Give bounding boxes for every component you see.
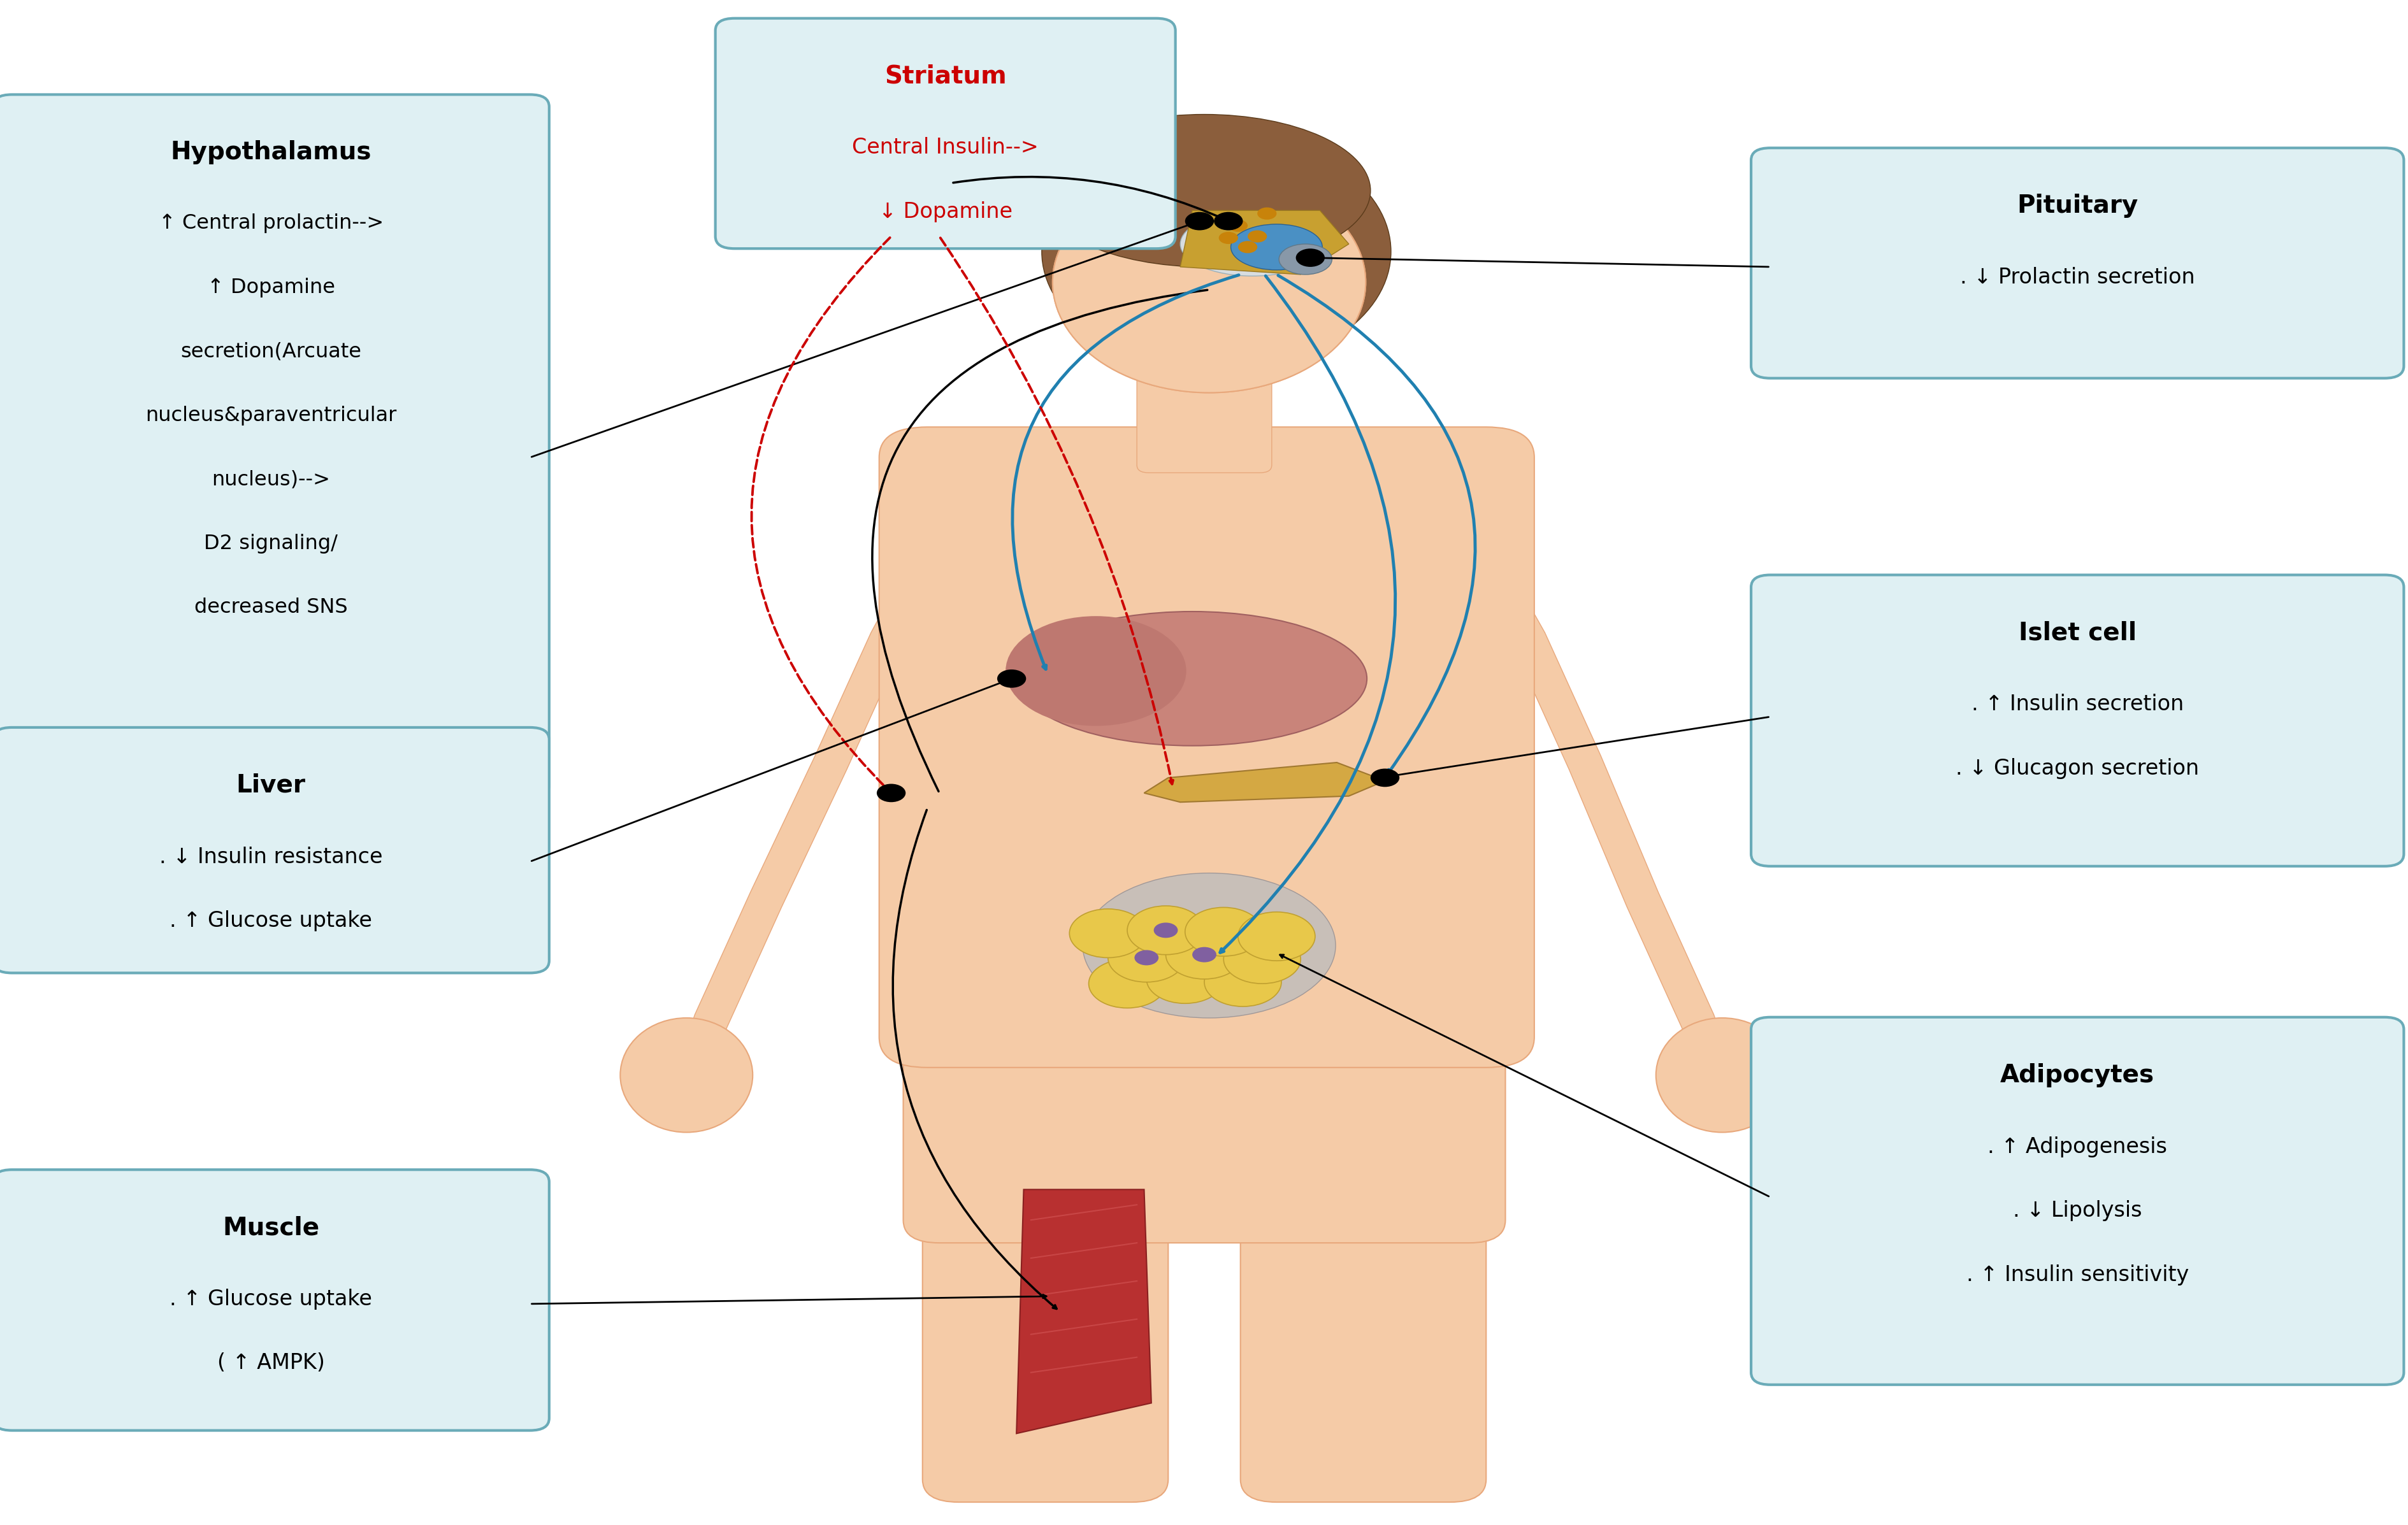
Circle shape <box>1185 907 1262 956</box>
Text: . ↓ Lipolysis: . ↓ Lipolysis <box>2013 1200 2141 1222</box>
FancyBboxPatch shape <box>1751 1017 2403 1385</box>
Circle shape <box>1214 212 1243 230</box>
Ellipse shape <box>1040 134 1392 371</box>
Circle shape <box>877 784 905 802</box>
Ellipse shape <box>1654 1019 1787 1132</box>
FancyBboxPatch shape <box>879 427 1534 1067</box>
Circle shape <box>1247 230 1267 242</box>
Text: Pituitary: Pituitary <box>2015 194 2138 218</box>
FancyBboxPatch shape <box>1751 148 2403 378</box>
Circle shape <box>1088 959 1165 1008</box>
Text: . ↓ Prolactin secretion: . ↓ Prolactin secretion <box>1960 267 2194 288</box>
FancyBboxPatch shape <box>903 1014 1505 1243</box>
Circle shape <box>1370 769 1399 787</box>
Text: . ↑ Adipogenesis: . ↑ Adipogenesis <box>1987 1136 2167 1157</box>
Ellipse shape <box>1052 172 1365 393</box>
Polygon shape <box>1016 1190 1151 1434</box>
Circle shape <box>1153 923 1178 938</box>
Circle shape <box>1108 933 1185 982</box>
Ellipse shape <box>1016 612 1365 746</box>
Text: ↑ Central prolactin-->: ↑ Central prolactin--> <box>159 214 383 233</box>
Text: . ↑ Glucose uptake: . ↑ Glucose uptake <box>169 1289 373 1310</box>
FancyBboxPatch shape <box>1751 575 2403 866</box>
Text: . ↑ Insulin secretion: . ↑ Insulin secretion <box>1970 694 2184 715</box>
Text: Striatum: Striatum <box>884 64 1007 88</box>
Circle shape <box>1134 950 1158 965</box>
Polygon shape <box>1180 210 1348 274</box>
Circle shape <box>1218 232 1238 244</box>
Text: . ↑ Insulin sensitivity: . ↑ Insulin sensitivity <box>1965 1264 2189 1286</box>
FancyBboxPatch shape <box>0 95 549 798</box>
Ellipse shape <box>1230 224 1322 270</box>
FancyBboxPatch shape <box>0 1170 549 1430</box>
Ellipse shape <box>1180 212 1324 276</box>
Circle shape <box>1069 909 1146 958</box>
Circle shape <box>1296 249 1324 267</box>
Text: . ↓ Insulin resistance: . ↓ Insulin resistance <box>159 846 383 868</box>
FancyBboxPatch shape <box>922 1121 1168 1502</box>
Text: Muscle: Muscle <box>222 1215 320 1240</box>
FancyBboxPatch shape <box>1137 366 1271 473</box>
Text: Liver: Liver <box>236 773 306 798</box>
Ellipse shape <box>619 1019 751 1132</box>
Text: Islet cell: Islet cell <box>2018 621 2136 645</box>
Text: Central Insulin-->: Central Insulin--> <box>852 137 1038 159</box>
Ellipse shape <box>1279 244 1332 274</box>
Text: secretion(Arcuate: secretion(Arcuate <box>181 342 361 361</box>
FancyBboxPatch shape <box>0 727 549 973</box>
Text: Hypothalamus: Hypothalamus <box>171 140 371 165</box>
Text: ↑ Dopamine: ↑ Dopamine <box>207 278 335 297</box>
Circle shape <box>1228 220 1247 232</box>
Text: nucleus&paraventricular: nucleus&paraventricular <box>144 406 397 425</box>
FancyBboxPatch shape <box>715 18 1175 249</box>
Circle shape <box>1223 935 1300 984</box>
Circle shape <box>1127 906 1204 955</box>
Text: . ↓ Glucagon secretion: . ↓ Glucagon secretion <box>1955 758 2199 779</box>
FancyBboxPatch shape <box>1240 1121 1486 1502</box>
Text: . ↑ Glucose uptake: . ↑ Glucose uptake <box>169 910 373 932</box>
Circle shape <box>997 669 1026 688</box>
Circle shape <box>1192 947 1216 962</box>
Text: Adipocytes: Adipocytes <box>1999 1063 2155 1087</box>
Text: nucleus)-->: nucleus)--> <box>212 470 330 490</box>
Text: D2 signaling/: D2 signaling/ <box>205 534 337 554</box>
Ellipse shape <box>1007 616 1185 726</box>
Text: ( ↑ AMPK): ( ↑ AMPK) <box>217 1353 325 1374</box>
Polygon shape <box>1144 762 1385 802</box>
Text: ↓ Dopamine: ↓ Dopamine <box>879 201 1011 223</box>
Text: decreased SNS: decreased SNS <box>195 598 347 618</box>
Ellipse shape <box>1081 872 1334 1019</box>
Circle shape <box>1238 241 1257 253</box>
Ellipse shape <box>1038 114 1370 267</box>
Circle shape <box>1146 955 1223 1003</box>
Circle shape <box>1185 212 1214 230</box>
Circle shape <box>1238 912 1315 961</box>
Ellipse shape <box>1052 172 1365 393</box>
Circle shape <box>1165 930 1243 979</box>
Circle shape <box>1204 958 1281 1006</box>
Circle shape <box>1257 207 1276 220</box>
